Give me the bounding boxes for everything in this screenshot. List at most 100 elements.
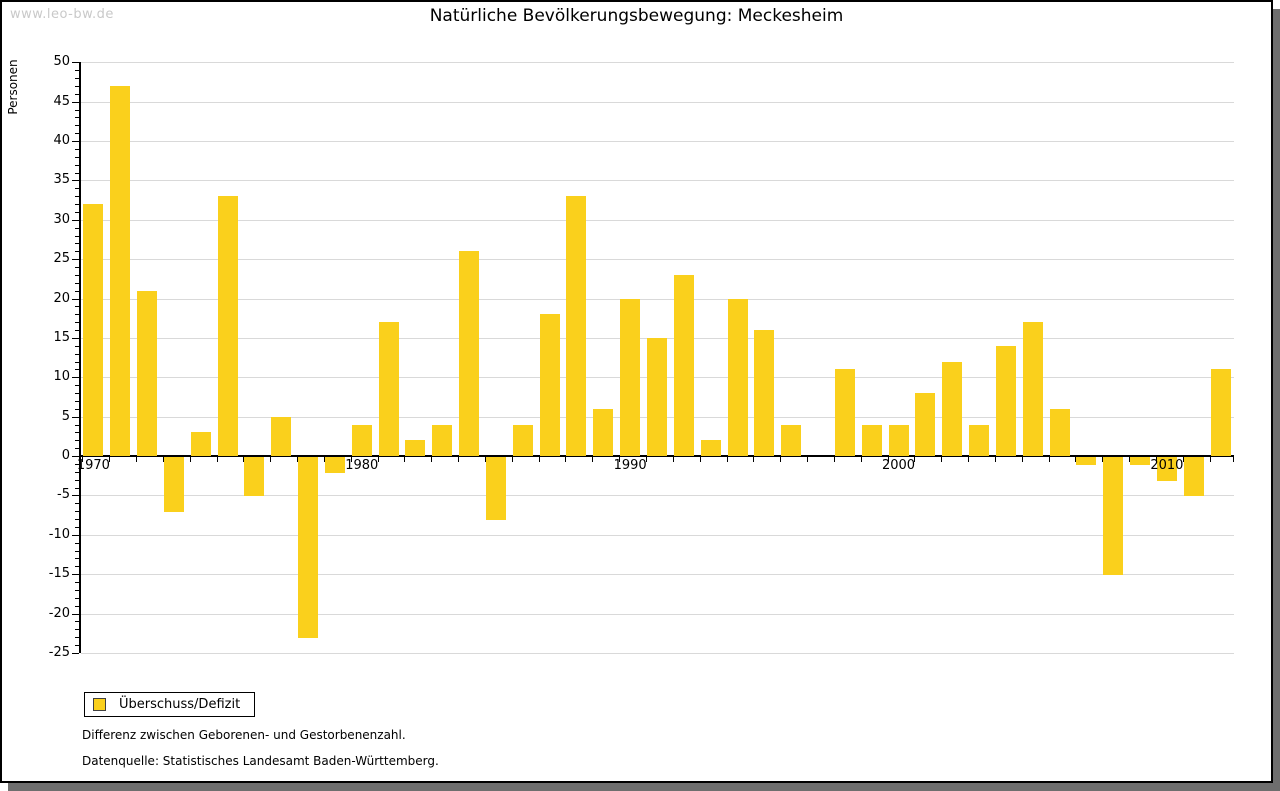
bar-1993 [700, 440, 721, 456]
y-tick-major--20 [72, 613, 79, 615]
y-tick-major-30 [72, 219, 79, 221]
x-tick [109, 457, 111, 462]
y-tick-minor [75, 274, 79, 276]
bar-1978 [298, 457, 319, 639]
bar-1975 [217, 196, 238, 456]
y-tick-minor [75, 479, 79, 481]
y-tick-minor [75, 353, 79, 355]
y-tick-minor [75, 645, 79, 646]
y-tick-minor [75, 172, 79, 174]
bar-1982 [405, 440, 426, 456]
x-tick-label-1970: 1970 [76, 458, 110, 473]
y-tick-major--5 [72, 495, 79, 497]
gridline-50 [81, 62, 1234, 64]
x-tick [726, 457, 728, 462]
x-tick [860, 457, 862, 462]
y-tick-label-40: 40 [53, 133, 70, 148]
bar-2006 [1049, 408, 1070, 456]
x-tick [1129, 457, 1131, 462]
x-tick-label-1980: 1980 [345, 458, 379, 473]
bar-1972 [137, 290, 158, 456]
bar-2002 [942, 361, 963, 456]
y-tick-minor [75, 85, 79, 87]
x-tick [1182, 457, 1184, 462]
x-tick [699, 457, 701, 462]
x-tick [1021, 457, 1023, 462]
y-tick-minor [75, 361, 79, 363]
y-tick-minor [75, 125, 79, 127]
bar-1995 [754, 330, 775, 456]
x-tick [753, 457, 755, 462]
y-tick-label-25: 25 [53, 251, 70, 267]
x-tick [941, 457, 943, 462]
y-tick-major-40 [72, 141, 79, 142]
bar-2008 [1103, 457, 1124, 576]
y-tick-label--10: -10 [48, 526, 70, 542]
x-tick [646, 457, 647, 462]
x-tick-label-2000: 2000 [881, 458, 916, 473]
bar-2001 [915, 393, 936, 456]
legend: Überschuss/Defizit [84, 692, 256, 717]
x-tick [672, 457, 674, 462]
watermark-text: www.leo-bw.de [10, 7, 114, 22]
y-tick-minor [75, 385, 79, 387]
y-tick-minor [75, 306, 79, 308]
bar-2007 [1076, 457, 1097, 465]
y-tick-major-15 [72, 337, 79, 339]
x-tick [619, 457, 621, 462]
y-tick-minor [75, 369, 79, 371]
y-tick-label-20: 20 [53, 290, 70, 306]
y-axis-line [79, 62, 81, 653]
y-tick-minor [75, 188, 79, 190]
bar-2004 [995, 345, 1016, 456]
y-tick-minor [75, 503, 79, 505]
y-tick-minor [75, 267, 79, 268]
y-tick-minor [75, 621, 79, 623]
gridline--5 [81, 495, 1234, 497]
y-tick-minor [75, 330, 79, 331]
x-tick [592, 457, 594, 462]
y-tick-minor [75, 526, 79, 528]
x-tick [538, 457, 540, 462]
x-tick [323, 457, 325, 462]
gridline--15 [81, 574, 1234, 576]
y-tick-label-30: 30 [53, 211, 70, 227]
y-tick-minor [75, 519, 79, 520]
bar-1994 [727, 298, 748, 456]
bar-1990 [620, 298, 641, 456]
x-tick [511, 457, 513, 462]
x-tick [297, 457, 299, 462]
y-tick-minor [75, 70, 79, 72]
y-tick-minor [75, 322, 79, 324]
y-tick-label-50: 50 [53, 54, 70, 70]
x-tick [216, 457, 218, 462]
bar-2009 [1130, 457, 1151, 465]
bar-2011 [1183, 457, 1204, 497]
y-tick-minor [75, 542, 79, 544]
bar-1999 [861, 424, 882, 456]
x-tick-label-1990: 1990 [613, 458, 647, 473]
y-tick-minor [75, 589, 79, 591]
y-tick-label--5: -5 [57, 487, 70, 503]
y-tick-minor [75, 314, 79, 316]
x-tick [1075, 457, 1077, 462]
legend-swatch-icon [93, 698, 106, 711]
y-tick-minor [75, 156, 79, 158]
x-tick [968, 457, 970, 462]
x-tick-label-2010: 2010 [1150, 458, 1184, 473]
y-tick-minor [75, 243, 79, 245]
y-tick-minor [75, 235, 79, 237]
x-tick [189, 457, 191, 462]
gridline-30 [81, 219, 1234, 221]
y-tick-minor [75, 290, 79, 292]
y-tick-minor [75, 117, 79, 119]
y-tick-major-45 [72, 101, 79, 103]
x-tick [136, 457, 138, 462]
bar-1983 [432, 424, 453, 456]
bar-1988 [566, 196, 587, 456]
y-tick-minor [75, 211, 79, 213]
y-tick-minor [75, 400, 79, 402]
y-tick-minor [75, 448, 79, 450]
x-axis-line [80, 455, 1234, 457]
x-tick [270, 457, 272, 462]
